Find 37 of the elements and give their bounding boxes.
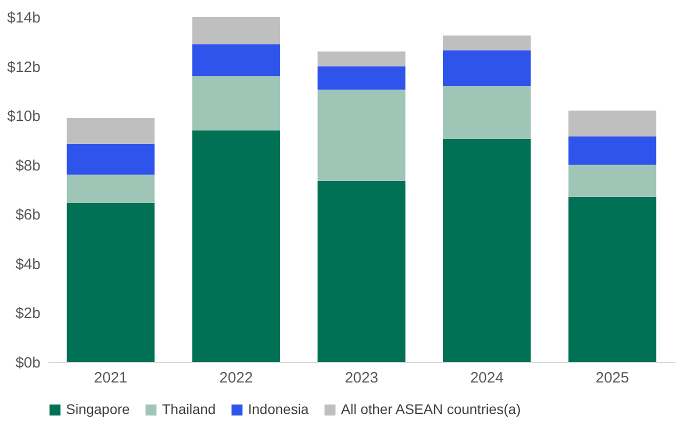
- bar: [568, 110, 656, 137]
- bar: [66, 174, 155, 204]
- bar: [318, 66, 406, 90]
- x-tick-label: 2025: [596, 370, 629, 386]
- bar: [568, 136, 656, 165]
- bar: [443, 50, 531, 86]
- y-tick-label: $0b: [15, 354, 40, 372]
- bar: [568, 164, 656, 197]
- bar: [318, 180, 406, 362]
- y-tick-label: $10b: [7, 108, 40, 126]
- y-tick-label: $8b: [15, 157, 40, 174]
- y-tick-label: $6b: [15, 206, 40, 224]
- legend-label: Singapore: [66, 401, 130, 417]
- bar: [318, 52, 406, 66]
- bar: [192, 44, 280, 76]
- legend-label: Indonesia: [248, 401, 309, 417]
- y-tick-label: $4b: [15, 256, 40, 273]
- legend-label: All other ASEAN countries(a): [341, 401, 521, 417]
- bar: [66, 118, 155, 144]
- bar: [66, 203, 155, 362]
- y-tick-label: $2b: [15, 305, 40, 322]
- bar: [443, 138, 531, 362]
- y-tick-label: $14b: [7, 10, 40, 26]
- bar: [192, 17, 280, 44]
- bar: [318, 90, 406, 181]
- bar: [443, 86, 531, 139]
- bar: [443, 35, 531, 50]
- bar: [192, 130, 280, 362]
- bar: [66, 144, 155, 175]
- y-tick-label: $12b: [7, 58, 40, 76]
- bar: [192, 76, 280, 130]
- x-tick-label: 2023: [344, 370, 378, 386]
- x-tick-label: 2024: [470, 370, 504, 386]
- legend-label: Thailand: [162, 401, 216, 417]
- x-tick-label: 2021: [94, 370, 128, 386]
- x-tick-label: 2022: [219, 370, 253, 386]
- bar: [568, 196, 656, 362]
